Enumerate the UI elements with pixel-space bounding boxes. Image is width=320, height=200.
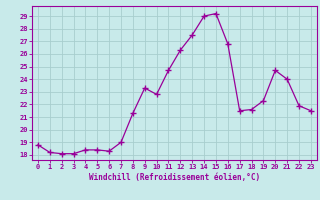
X-axis label: Windchill (Refroidissement éolien,°C): Windchill (Refroidissement éolien,°C): [89, 173, 260, 182]
